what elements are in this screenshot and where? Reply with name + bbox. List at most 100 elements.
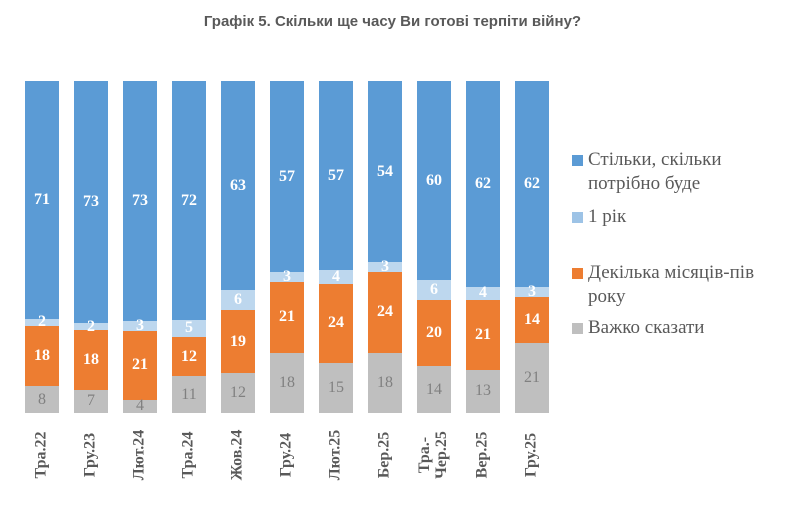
legend-item-3: Декілька місяців-пів року (572, 261, 777, 309)
legend-label: Важко сказати (588, 317, 705, 338)
segment-value-label: 3 (381, 258, 389, 276)
legend-label: Декілька місяців-пів року (588, 262, 755, 307)
bar-segment: 12 (172, 336, 206, 377)
segment-value-label: 15 (328, 379, 344, 397)
segment-value-label: 63 (230, 176, 246, 194)
bar-segment: 19 (221, 310, 255, 374)
segment-value-label: 12 (181, 347, 197, 365)
bar-segment: 4 (319, 267, 353, 285)
bar-segment: 5 (172, 319, 206, 337)
bar-segment: 60 (417, 81, 451, 281)
bar-6: 57 3 21 18 (270, 81, 304, 413)
segment-value-label: 3 (528, 282, 536, 300)
bar-segment: 21 (515, 343, 549, 413)
bar-segment: 2 (25, 313, 59, 330)
bar-3: 73 3 21 4 (123, 81, 157, 415)
bar-segment: 6 (417, 280, 451, 301)
bar-segment: 13 (466, 369, 500, 413)
segment-value-label: 20 (426, 324, 442, 342)
x-axis-label: Гру.25 (522, 432, 540, 478)
segment-value-label: 18 (83, 350, 99, 368)
segment-value-label: 73 (83, 193, 99, 211)
bar-segment: 12 (221, 373, 255, 413)
bar-segment: 2 (74, 318, 108, 335)
bar-segment: 8 (25, 386, 59, 413)
segment-value-label: 12 (230, 384, 246, 402)
x-axis-label-cell: Тра.24 (172, 413, 206, 508)
legend-swatch-icon (572, 212, 583, 223)
bar-segment: 20 (417, 300, 451, 367)
legend-label: Стільки, скільки потрібно буде (588, 149, 722, 194)
legend-swatch-icon (572, 323, 583, 334)
x-axis-label-cell: Лют.25 (319, 413, 353, 508)
segment-value-label: 18 (279, 373, 295, 391)
x-axis-label-cell: Бер.25 (368, 413, 402, 508)
chart-title: Графік 5. Скільки ще часу Ви готові терп… (203, 13, 582, 30)
x-axis-label: Бер.25 (375, 431, 393, 479)
segment-value-label: 18 (34, 346, 50, 364)
x-axis-label: Гру.24 (277, 432, 295, 478)
x-axis-label-cell: Гру.24 (270, 413, 304, 508)
segment-value-label: 7 (87, 392, 95, 410)
segment-value-label: 13 (475, 382, 491, 400)
bar-segment: 15 (319, 363, 353, 413)
bar-segment: 54 (368, 81, 402, 263)
legend: Стільки, скільки потрібно буде 1 рік Декіл… (572, 148, 777, 368)
segment-value-label: 21 (279, 308, 295, 326)
bar-segment: 57 (270, 81, 304, 273)
x-axis-label-cell: Тра.22 (25, 413, 59, 508)
segment-value-label: 8 (38, 390, 46, 408)
segment-value-label: 3 (283, 268, 291, 286)
bar-segment: 24 (319, 283, 353, 364)
segment-value-label: 21 (475, 325, 491, 343)
bar-segment: 3 (515, 283, 549, 300)
bar-segment: 73 (123, 81, 157, 321)
segment-value-label: 14 (524, 311, 540, 329)
bar-10: 62 4 21 13 (466, 81, 500, 413)
bar-segment: 62 (515, 81, 549, 287)
bar-segment: 3 (270, 268, 304, 285)
segment-value-label: 4 (136, 397, 144, 415)
bar-7: 57 4 24 15 (319, 81, 353, 413)
x-axis-label-cell: Тра.- Чер.25 (416, 413, 451, 508)
segment-value-label: 19 (230, 332, 246, 350)
bar-segment: 3 (123, 317, 157, 334)
segment-value-label: 4 (332, 267, 340, 285)
x-axis-label: Вер.25 (473, 431, 491, 479)
segment-value-label: 11 (181, 385, 197, 403)
segment-value-label: 6 (234, 291, 242, 309)
segment-value-label: 2 (38, 313, 46, 331)
segment-value-label: 2 (87, 317, 95, 335)
bar-segment: 21 (123, 330, 157, 400)
bar-segment: 71 (25, 81, 59, 320)
bar-8: 54 3 24 18 (368, 81, 402, 413)
bar-segment: 24 (368, 272, 402, 353)
x-axis-label: Лют.25 (326, 429, 344, 481)
segment-value-label: 18 (377, 373, 393, 391)
segment-value-label: 21 (132, 356, 148, 374)
x-axis-label: Тра.22 (32, 431, 50, 479)
bar-5: 63 6 19 12 (221, 81, 255, 413)
segment-value-label: 60 (426, 171, 442, 189)
x-axis-label: Жов.24 (228, 429, 246, 481)
segment-value-label: 73 (132, 191, 148, 209)
segment-value-label: 24 (328, 314, 344, 332)
bar-segment: 7 (74, 389, 108, 413)
segment-value-label: 5 (185, 319, 193, 337)
x-axis-label: Лют.24 (130, 429, 148, 481)
segment-value-label: 3 (136, 316, 144, 334)
bar-segment: 62 (466, 81, 500, 287)
bar-segment: 4 (466, 284, 500, 301)
x-axis-label-cell: Гру.25 (515, 413, 549, 508)
bar-segment: 57 (319, 81, 353, 271)
bar-segment: 63 (221, 81, 255, 291)
legend-item-1: Стільки, скільки потрібно буде (572, 148, 777, 196)
bar-segment: 18 (25, 325, 59, 387)
legend-item-4: Важко сказати (572, 316, 777, 340)
segment-value-label: 72 (181, 191, 197, 209)
bar-segment: 3 (368, 258, 402, 275)
x-axis-labels: Тра.22 Гру.23 Лют.24 Тра.24 Жов.24 Гру.24 Лют.… (25, 413, 549, 508)
x-axis-label-cell: Жов.24 (221, 413, 255, 508)
x-axis-label: Тра.24 (179, 431, 197, 479)
